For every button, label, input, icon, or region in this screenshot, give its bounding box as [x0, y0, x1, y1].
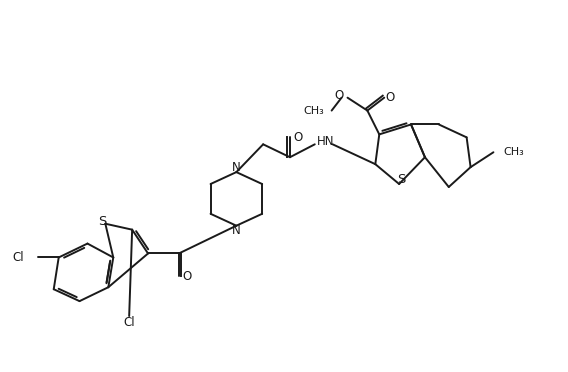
- Text: Cl: Cl: [12, 251, 24, 264]
- Text: HN: HN: [317, 135, 334, 148]
- Text: O: O: [335, 89, 344, 102]
- Text: O: O: [386, 91, 395, 104]
- Text: Cl: Cl: [123, 317, 135, 330]
- Text: CH₃: CH₃: [503, 147, 524, 157]
- Text: S: S: [98, 215, 107, 228]
- Text: O: O: [182, 270, 191, 283]
- Text: N: N: [232, 224, 241, 237]
- Text: N: N: [232, 161, 241, 174]
- Text: CH₃: CH₃: [303, 106, 324, 116]
- Text: O: O: [293, 131, 303, 144]
- Text: S: S: [397, 173, 406, 186]
